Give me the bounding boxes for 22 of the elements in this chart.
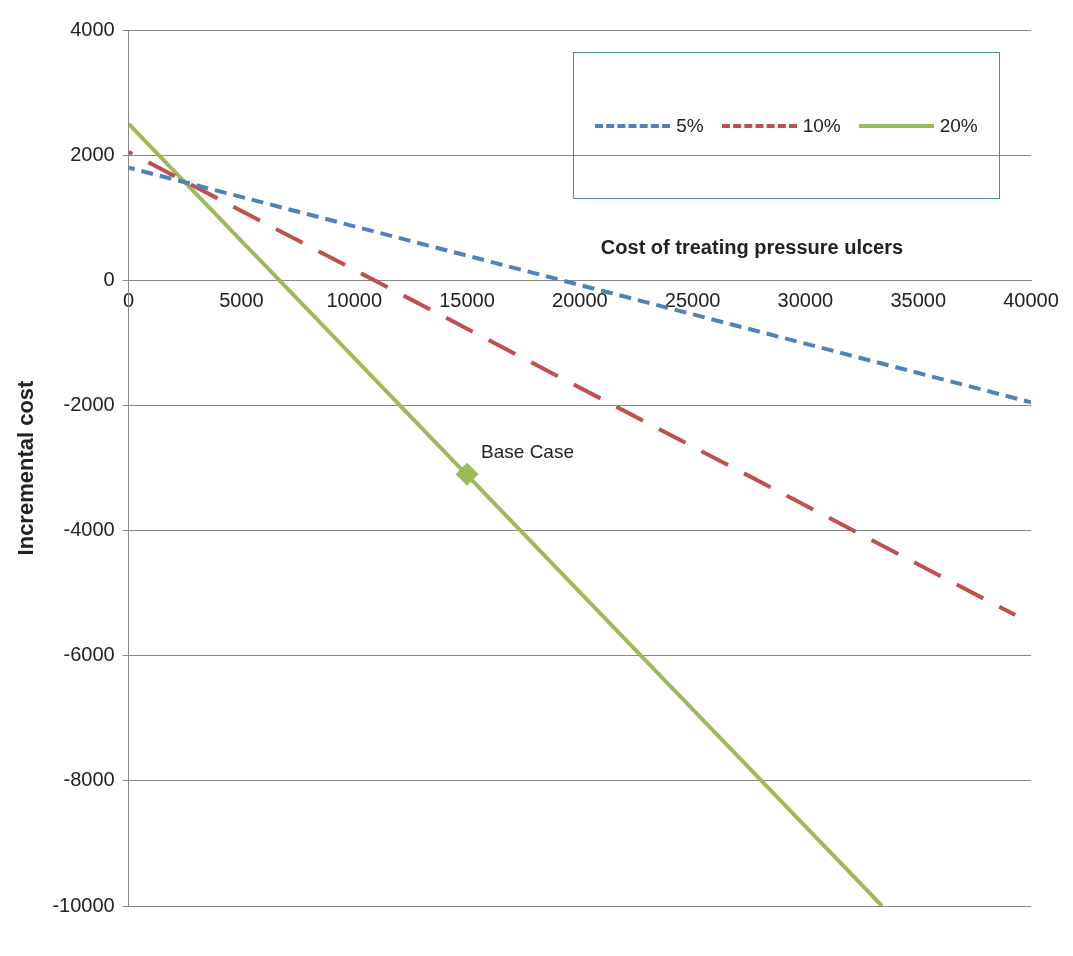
x-tick-label: 20000 (552, 288, 608, 311)
x-tick-label: 5000 (219, 288, 264, 311)
y-tick-label: 4000 (70, 17, 115, 40)
legend-label: 5% (676, 114, 704, 137)
x-tick-label: 15000 (439, 288, 495, 311)
y-tick-label: 2000 (70, 142, 115, 165)
x-tick-label: 10000 (326, 288, 383, 311)
y-tick-label: -6000 (63, 643, 115, 666)
legend-label: 20% (939, 114, 978, 137)
y-axis-title: Incremental cost (13, 379, 39, 556)
y-tick-label: -10000 (52, 893, 115, 916)
y-tick-label: 0 (103, 267, 115, 290)
x-tick-label: 40000 (1003, 288, 1059, 311)
y-tick-label: -2000 (63, 392, 115, 415)
x-tick-label: 35000 (890, 288, 947, 311)
y-tick-label: -8000 (63, 768, 115, 791)
x-tick-label: 25000 (664, 288, 721, 311)
annotation: Base Case (481, 440, 574, 462)
x-tick-label: 30000 (777, 288, 834, 311)
legend-label: 10% (802, 114, 841, 137)
x-axis-title: Cost of treating pressure ulcers (600, 235, 904, 258)
y-tick-label: -4000 (63, 518, 115, 541)
